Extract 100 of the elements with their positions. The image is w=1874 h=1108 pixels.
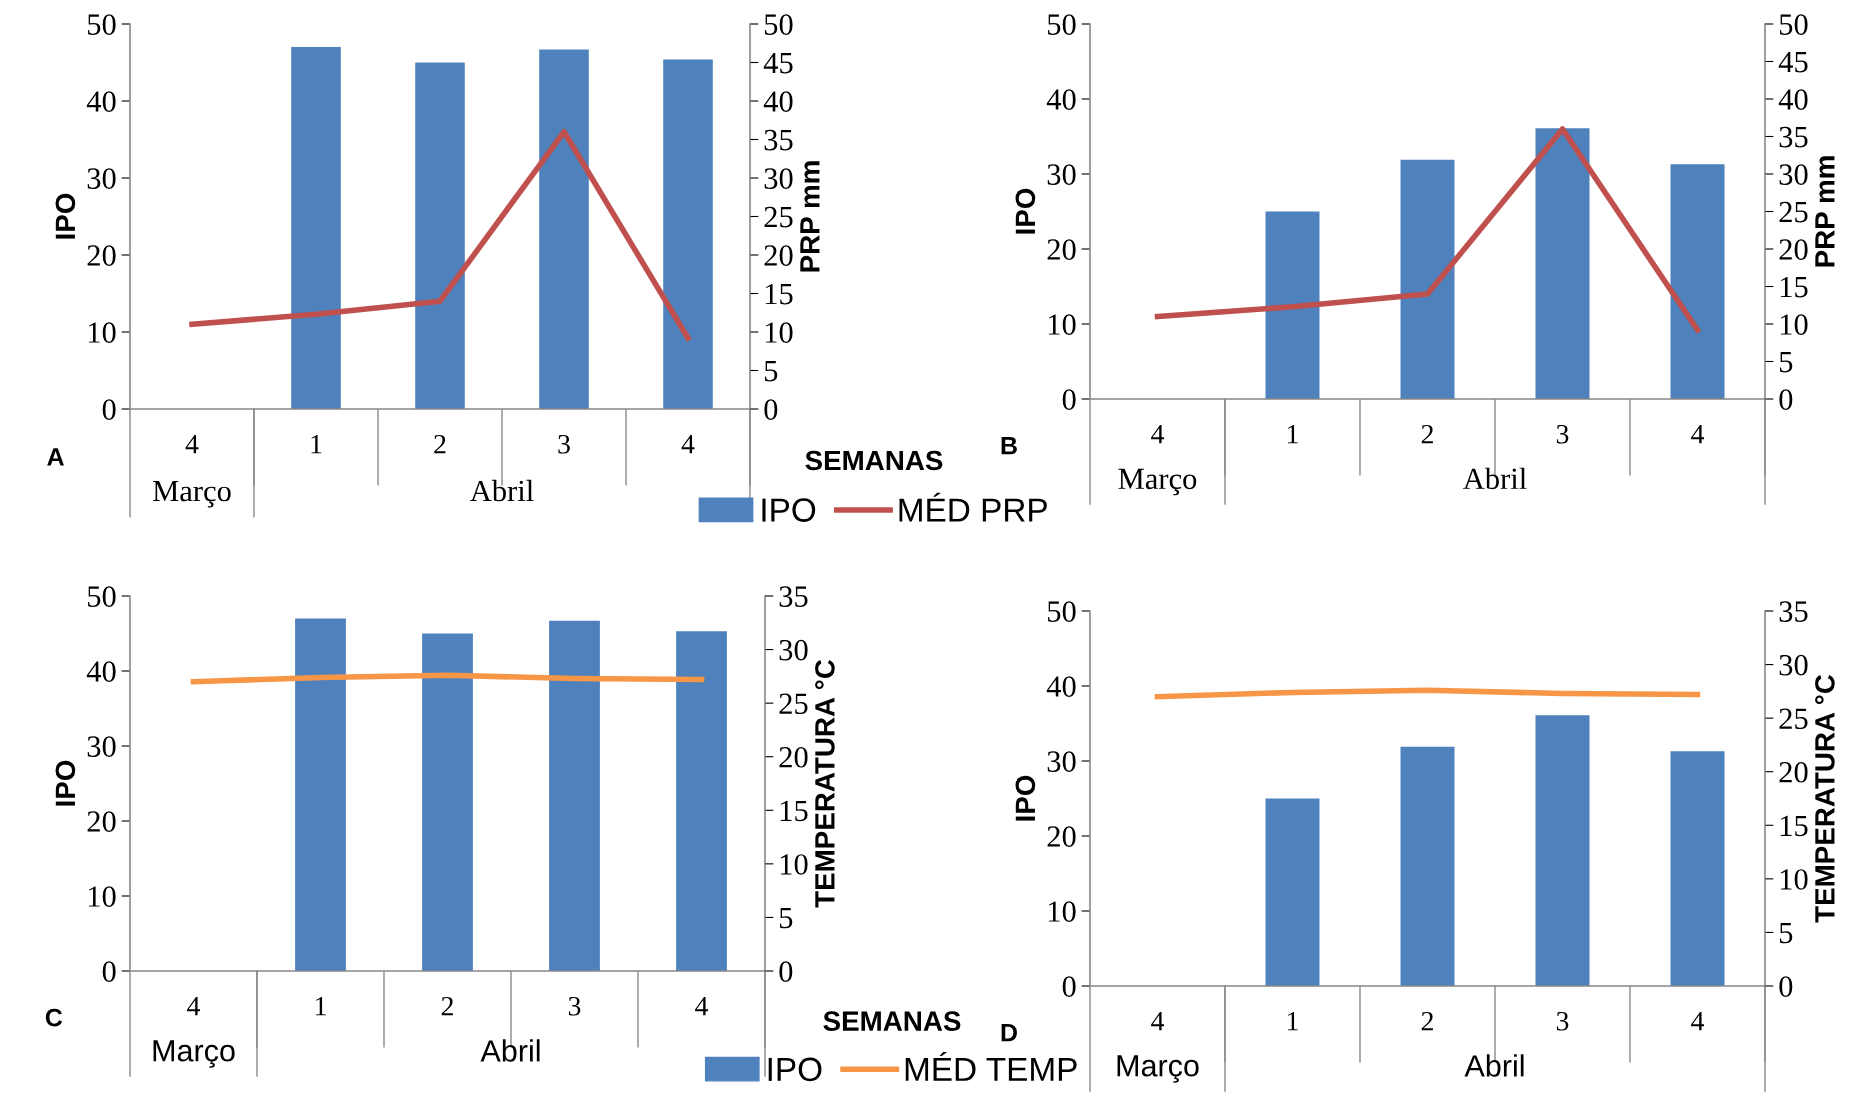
x-tick-label: 1 [1288, 1011, 1298, 1031]
y2-tick-label: 5 [764, 361, 778, 382]
legend-label: MÉD PRP [899, 492, 1047, 522]
x-tick-label: 2 [434, 434, 446, 454]
y2-tick-label: 5 [779, 908, 793, 929]
x-tick-label: 4 [185, 434, 199, 454]
y2-axis-title: PRP mm [1815, 156, 1835, 267]
y-tick-label: 40 [86, 661, 116, 682]
y2-tick-label: 10 [765, 322, 793, 343]
y-tick-label: 10 [88, 886, 116, 907]
y2-axis-title: TEMPERATURA °C [1815, 674, 1835, 923]
bar [1400, 159, 1455, 399]
x-tick-label: 2 [1421, 424, 1433, 444]
y2-tick-label: 30 [779, 639, 808, 661]
x-tick-label: 4 [1691, 1011, 1705, 1031]
x-tick-label: 3 [1556, 1011, 1569, 1031]
y2-tick-label: 30 [1779, 654, 1808, 676]
y2-tick-label: 25 [1779, 708, 1808, 730]
y2-tick-label: 15 [1780, 815, 1808, 837]
y-tick-label: 0 [1062, 389, 1076, 410]
legend-label: IPO [768, 1057, 822, 1082]
bar [1535, 715, 1590, 986]
y-tick-label: 10 [1048, 314, 1076, 335]
y2-tick-label: 5 [1779, 352, 1793, 373]
text: Março [1118, 468, 1197, 496]
y-tick-label: 50 [1048, 601, 1076, 622]
y2-tick-label: 25 [779, 693, 808, 715]
y-tick-label: 40 [86, 91, 116, 112]
y2-tick-label: 20 [1779, 239, 1808, 260]
x-axis-title: SEMANAS [823, 1011, 961, 1031]
bar [1400, 746, 1455, 986]
y-tick-label: 50 [1048, 14, 1076, 35]
y2-axis-title: PRP mm [800, 161, 820, 272]
y2-tick-label: 30 [764, 168, 793, 189]
legend-label: IPO [762, 498, 816, 522]
text: Março [153, 1040, 235, 1068]
x-tick-label: 1 [1288, 424, 1298, 444]
x-tick-label: 3 [1556, 424, 1569, 444]
y2-tick-label: 0 [1779, 389, 1793, 410]
x-tick-label: 3 [568, 996, 581, 1016]
y-tick-label: 30 [1047, 164, 1076, 185]
y-tick-label: 0 [102, 961, 116, 982]
y-tick-label: 10 [1048, 901, 1076, 922]
y2-tick-label: 10 [1780, 314, 1808, 335]
bar [1265, 798, 1320, 986]
text: Março [1117, 1055, 1199, 1083]
legend-label: MÉD TEMP [905, 1051, 1077, 1081]
y-tick-label: 20 [1047, 826, 1076, 847]
y2-tick-label: 20 [779, 747, 808, 768]
y2-tick-label: 40 [763, 91, 793, 112]
y-tick-label: 20 [87, 811, 116, 832]
bar [1535, 128, 1590, 399]
y2-tick-label: 35 [1779, 126, 1808, 148]
y-tick-label: 20 [87, 245, 116, 266]
bar [1670, 751, 1725, 986]
y-tick-label: 40 [1046, 676, 1076, 697]
x-tick-label: 4 [1691, 424, 1705, 444]
y2-tick-label: 15 [1780, 276, 1808, 298]
y-tick-label: 20 [1047, 239, 1076, 260]
y2-tick-label: 35 [764, 129, 793, 151]
y2-tick-label: 35 [779, 586, 808, 607]
y-tick-label: 0 [1062, 976, 1076, 997]
x-tick-label: 4 [681, 434, 695, 454]
x-tick-label: 1 [311, 434, 322, 454]
y2-tick-label: 10 [1780, 869, 1808, 890]
y-tick-label: 30 [1047, 751, 1076, 772]
y2-tick-label: 25 [764, 206, 793, 228]
y-tick-label: 10 [88, 322, 116, 343]
y-tick-label: 30 [87, 168, 116, 189]
text: Abril [470, 479, 534, 502]
text: A [47, 448, 64, 466]
text: Março [153, 481, 231, 508]
x-tick-label: 4 [1151, 1011, 1165, 1031]
y2-tick-label: 35 [1779, 601, 1808, 622]
y-axis-title: IPO [1015, 775, 1036, 821]
y-tick-label: 40 [1046, 89, 1076, 110]
text: Abril [1463, 467, 1527, 490]
y2-tick-label: 45 [1778, 51, 1808, 73]
x-tick-label: 3 [558, 434, 570, 454]
y2-tick-label: 25 [1779, 201, 1808, 223]
y-tick-label: 50 [88, 14, 116, 35]
y2-tick-label: 15 [780, 800, 808, 822]
x-tick-label: 2 [441, 996, 453, 1016]
y2-axis-title: TEMPERATURA °C [815, 659, 835, 908]
y2-tick-label: 20 [1779, 762, 1808, 783]
y-tick-label: 0 [102, 399, 116, 420]
y2-tick-label: 30 [1779, 164, 1808, 185]
y2-tick-label: 5 [1779, 923, 1793, 944]
bar [1265, 211, 1320, 399]
y-axis-title: IPO [55, 760, 76, 806]
y-axis-title: IPO [1015, 188, 1036, 234]
y2-tick-label: 50 [764, 14, 793, 35]
bar [1670, 164, 1725, 399]
y-axis-title: IPO [55, 193, 76, 239]
x-tick-label: 2 [1421, 1011, 1433, 1031]
text: D [1001, 1024, 1017, 1042]
x-axis-title: SEMANAS [805, 450, 943, 471]
text: Abril [1464, 1054, 1524, 1077]
y2-tick-label: 0 [1779, 976, 1793, 997]
y2-tick-label: 15 [765, 283, 793, 305]
